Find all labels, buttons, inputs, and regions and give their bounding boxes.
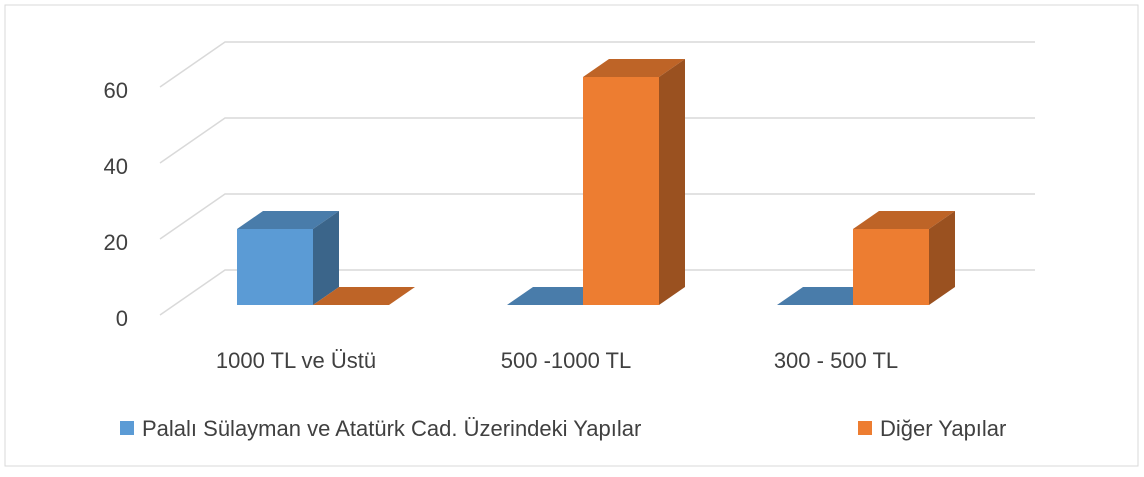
- y-tick-label: 40: [104, 154, 128, 179]
- grid-line: [159, 117, 1035, 164]
- x-tick-label: 300 - 500 TL: [774, 348, 898, 373]
- bar-top: [853, 211, 955, 229]
- bar-top: [237, 211, 339, 229]
- bar: [237, 211, 339, 305]
- grid-line: [159, 269, 1035, 316]
- bar-front: [583, 77, 659, 305]
- bar-top: [583, 59, 685, 77]
- y-tick-label: 60: [104, 78, 128, 103]
- bar-top: [313, 287, 415, 305]
- grid-line: [159, 41, 1035, 88]
- bar: [583, 59, 685, 305]
- bar-side: [313, 211, 339, 305]
- chart-frame: [4, 4, 1139, 467]
- legend-swatch: [858, 421, 872, 435]
- legend-label: Palalı Sülayman ve Atatürk Cad. Üzerinde…: [142, 416, 641, 441]
- y-tick-label: 0: [116, 306, 128, 331]
- bar-side: [929, 211, 955, 305]
- grid-line: [159, 193, 1035, 240]
- x-tick-label: 500 -1000 TL: [501, 348, 631, 373]
- legend-swatch: [120, 421, 134, 435]
- bar: [313, 287, 415, 305]
- bar-front: [237, 229, 313, 305]
- bar-side: [659, 59, 685, 305]
- y-tick-label: 20: [104, 230, 128, 255]
- legend-label: Diğer Yapılar: [880, 416, 1006, 441]
- x-tick-label: 1000 TL ve Üstü: [216, 348, 376, 373]
- bar-front: [853, 229, 929, 305]
- bar: [853, 211, 955, 305]
